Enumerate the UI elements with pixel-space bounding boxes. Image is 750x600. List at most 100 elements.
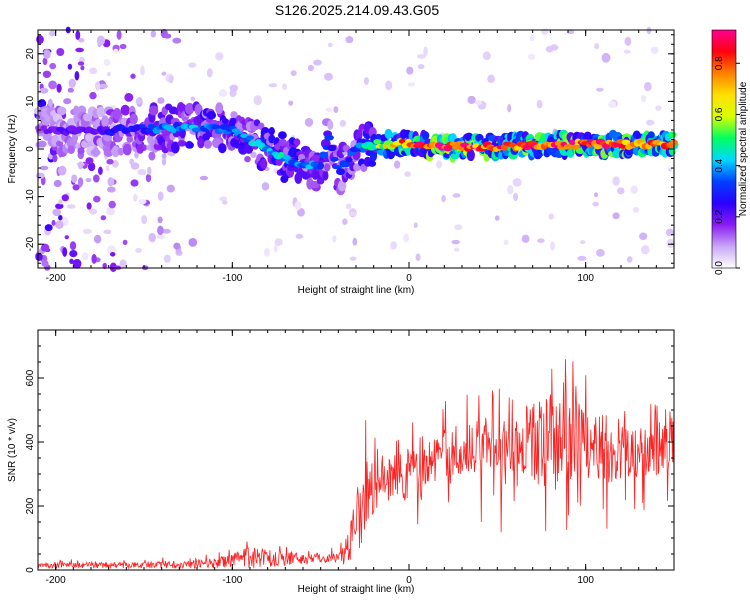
- spectrogram-cell: [512, 178, 522, 187]
- spectrogram-cell: [349, 256, 357, 261]
- spectrogram-cell: [567, 29, 575, 35]
- spectrogram-cell: [42, 49, 51, 60]
- spectrogram-cell: [90, 149, 101, 156]
- spectrogram-cell: [612, 176, 620, 186]
- spectrogram-cell: [106, 207, 115, 216]
- spectrogram-cell: [231, 128, 241, 133]
- spectrogram-cell: [422, 131, 430, 141]
- spectrogram-cell: [173, 242, 181, 250]
- spectrogram-cell: [63, 98, 72, 105]
- colorbar-tick-label: 0.4: [714, 158, 725, 172]
- spectrogram-cell: [431, 135, 438, 144]
- spectrogram-y-axis-label: Frequency (Hz): [7, 115, 18, 184]
- spectrogram-cell: [273, 244, 278, 253]
- spectrogram-cell: [541, 28, 549, 35]
- spectrogram-cell: [317, 162, 325, 170]
- spectrogram-cell: [278, 138, 287, 147]
- spectrogram-cell: [78, 38, 85, 43]
- spectrogram-cell: [111, 145, 120, 158]
- snr-ticks: -200 -100 0 100 0 200 400 600: [25, 329, 675, 586]
- spectrogram-cell: [103, 59, 111, 66]
- spectrogram-cell: [322, 170, 329, 181]
- spectrogram-cell: [415, 253, 421, 261]
- spectrogram-cell: [452, 193, 461, 198]
- spectrogram-cell: [116, 30, 122, 40]
- spectrogram-cell: [66, 204, 76, 209]
- spectrogram-cell: [96, 35, 106, 46]
- spectrogram-cell: [197, 138, 205, 149]
- spectrogram-cell: [313, 59, 322, 66]
- spectrogram-cell: [77, 177, 84, 187]
- spectrogram-cell: [282, 83, 287, 90]
- spectrogram-cell: [268, 83, 278, 88]
- spectrogram-cell: [342, 161, 350, 168]
- spectrogram-cell: [168, 75, 174, 84]
- spectrogram-cell: [133, 193, 138, 202]
- spectrogram-cell: [58, 199, 63, 205]
- spectrogram-cell: [537, 238, 545, 243]
- spectrogram-x-tick-label: -100: [222, 273, 242, 284]
- spectrogram-cell: [324, 163, 331, 172]
- spectrogram-cell: [596, 87, 604, 92]
- spectrogram-cell: [87, 162, 96, 172]
- spectrogram-cell: [203, 139, 212, 149]
- spectrogram-cell: [554, 140, 562, 146]
- spectrogram-cell: [268, 127, 275, 136]
- spectrogram-cell: [385, 80, 393, 91]
- spectrogram-cell: [56, 83, 62, 93]
- spectrogram-cell: [451, 239, 460, 245]
- spectrogram-cell: [44, 224, 53, 232]
- spectrogram-cell: [163, 254, 171, 263]
- spectrogram-cell: [150, 30, 156, 38]
- spectrogram-cell: [206, 68, 213, 78]
- spectrogram-cell: [211, 124, 221, 130]
- spectrogram-cell: [112, 108, 122, 120]
- spectrogram-cell: [393, 160, 401, 169]
- spectrogram-cell: [655, 105, 662, 111]
- spectrogram-cell: [58, 214, 63, 221]
- spectrogram-cell: [139, 124, 146, 129]
- spectrogram-cell: [148, 151, 156, 161]
- spectrogram-cell: [261, 182, 270, 191]
- spectrogram-cell: [288, 100, 294, 106]
- spectrogram-cell: [94, 81, 101, 91]
- spectrogram-cell: [244, 155, 251, 163]
- spectrogram-cell: [311, 154, 322, 163]
- spectrogram-cell: [98, 83, 108, 89]
- spectrogram-cell: [309, 180, 320, 189]
- spectrogram-cell: [185, 141, 194, 149]
- spectrogram-cell: [74, 71, 80, 81]
- spectrogram-cell: [77, 161, 84, 170]
- spectrogram-x-tick-label: 0: [406, 273, 412, 284]
- spectrogram-cell: [337, 180, 347, 192]
- spectrogram-cell: [475, 100, 483, 106]
- colorbar: 0.00.20.40.60.8 Normalized spectral ampl…: [711, 29, 749, 275]
- spectrogram-cell: [330, 157, 339, 162]
- spectrogram-cell: [268, 134, 276, 144]
- spectrogram-cell: [229, 84, 239, 92]
- spectrogram-cell: [107, 177, 115, 187]
- spectrogram-cell: [569, 139, 576, 145]
- spectrogram-cell: [633, 206, 639, 213]
- spectrogram-cell: [406, 66, 414, 75]
- spectrogram-cell: [157, 225, 164, 236]
- spectrogram-cell: [250, 151, 257, 159]
- spectrogram-cell: [373, 139, 382, 145]
- snr-x-tick-label: 100: [577, 575, 594, 586]
- spectrogram-cell: [333, 106, 339, 114]
- spectrogram-cell: [124, 92, 134, 102]
- spectrogram-cell: [487, 74, 496, 83]
- spectrogram-cell: [85, 177, 92, 183]
- spectrogram-cell: [608, 101, 617, 108]
- spectrogram-cell: [145, 128, 152, 133]
- spectrogram-cell: [77, 61, 85, 66]
- spectrogram-cell: [218, 89, 228, 97]
- spectrogram-cell: [49, 62, 57, 70]
- spectrogram-cell: [136, 144, 144, 154]
- spectrogram-cell: [120, 104, 130, 116]
- spectrogram-cell: [549, 44, 559, 51]
- spectrogram-cell: [126, 135, 134, 143]
- spectrogram-cell: [107, 186, 116, 193]
